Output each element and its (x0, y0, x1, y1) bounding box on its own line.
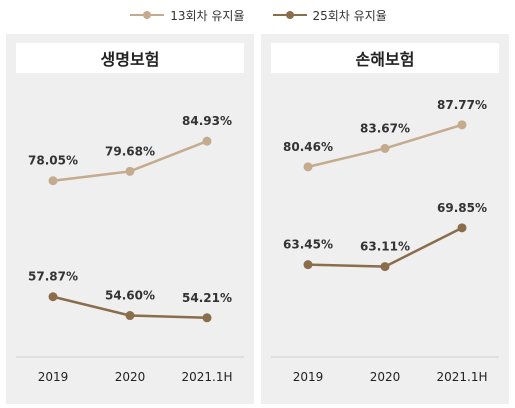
data-label: 79.68% (105, 144, 155, 158)
legend-item-25: 25회차 유지율 (271, 7, 387, 24)
legend-item-13: 13회차 유지율 (128, 7, 245, 24)
data-label: 80.46% (283, 140, 333, 154)
data-label: 63.11% (360, 240, 410, 254)
x-tick-label: 2020 (370, 370, 401, 384)
x-tick-label: 2020 (115, 370, 146, 384)
data-point (457, 120, 467, 130)
data-label: 69.85% (437, 201, 487, 215)
panel-title: 생명보험 (16, 43, 244, 73)
life-insurance-plot: 2019 2020 2021.1H 78.05% 79.68% 84.93% 57.87% 5… (16, 114, 244, 384)
x-tick-label: 2021.1H (181, 370, 232, 384)
data-label: 63.45% (283, 238, 333, 252)
data-label: 83.67% (360, 121, 410, 135)
data-label: 54.60% (105, 289, 155, 303)
legend-marker-13 (130, 11, 165, 19)
data-point (125, 166, 135, 176)
data-point (457, 223, 467, 233)
data-point (125, 311, 135, 321)
data-point (48, 292, 58, 302)
data-label: 87.77% (437, 98, 487, 112)
data-point (303, 162, 313, 172)
data-point (303, 260, 313, 270)
x-tick-label: 2019 (293, 370, 324, 384)
x-tick-label: 2021.1H (436, 370, 487, 384)
data-point (202, 136, 212, 146)
data-point (380, 143, 390, 153)
non-life-insurance-panel: 손해보험 2019 2020 2021.1H 80.46% 83.67% 87.77% 63… (261, 34, 509, 404)
data-label: 78.05% (28, 154, 78, 168)
non-life-insurance-plot: 2019 2020 2021.1H 80.46% 83.67% 87.77% 63.45% 6… (271, 98, 499, 384)
data-label: 54.21% (182, 291, 232, 305)
data-point (380, 262, 390, 272)
life-insurance-panel: 생명보험 2019 2020 2021.1H 78.05% 79.68% 84.93% 57… (6, 34, 254, 404)
data-label: 57.87% (28, 270, 78, 284)
panel-title: 손해보험 (271, 43, 499, 73)
data-point (202, 313, 212, 323)
legend-marker-25 (272, 11, 307, 19)
legend-label-25: 25회차 유지율 (312, 8, 387, 23)
data-point (48, 176, 58, 186)
data-label: 84.93% (182, 114, 232, 128)
legend-label-13: 13회차 유지율 (170, 8, 245, 23)
x-tick-label: 2019 (38, 370, 69, 384)
legend: 13회차 유지율 25회차 유지율 (0, 4, 515, 26)
